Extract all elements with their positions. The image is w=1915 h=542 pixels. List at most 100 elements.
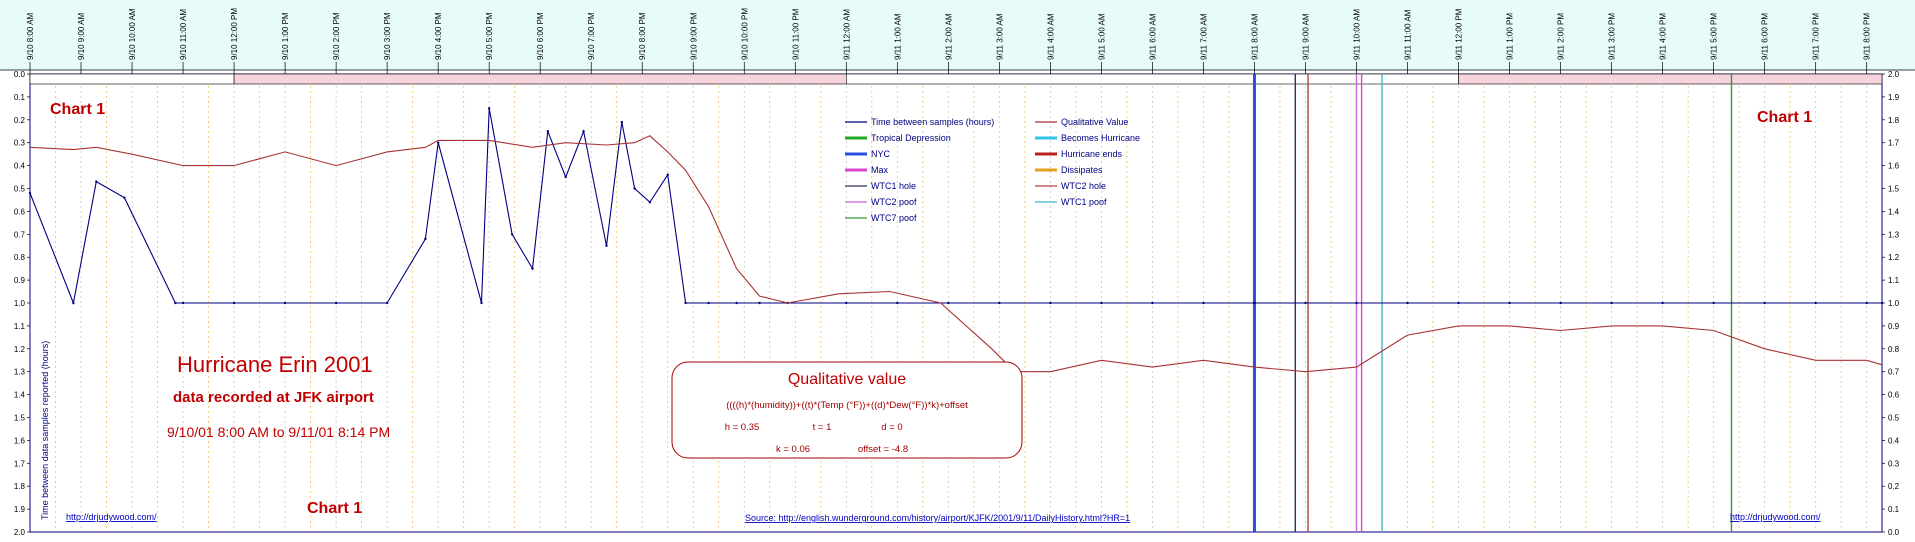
x-tick-label: 9/10 9:00 AM (77, 13, 86, 60)
x-tick-label: 9/11 11:00 AM (1404, 9, 1413, 60)
day-night-segment (29, 73, 235, 85)
y-right-tick-label: 0.9 (1888, 322, 1900, 331)
x-tick-label: 9/11 12:00 AM (842, 9, 851, 60)
series-point (1508, 301, 1511, 305)
series-point (487, 107, 491, 110)
series-point (1304, 301, 1307, 305)
series-point (735, 301, 738, 305)
x-tick-label: 9/10 11:00 PM (791, 8, 800, 60)
link-left[interactable]: http://drjudywood.com/ (66, 512, 157, 522)
series-point (424, 237, 427, 241)
y-right-tick-label: 1.0 (1888, 299, 1900, 308)
chart-title: Hurricane Erin 2001 (177, 352, 373, 377)
y-left-tick-label: 1.1 (14, 322, 26, 331)
legend-entry: Tropical Depression (871, 133, 951, 143)
x-tick-label: 9/11 1:00 AM (893, 13, 902, 60)
x-tick-label: 9/11 8:00 AM (1250, 13, 1259, 60)
series-line-1 (29, 135, 1883, 373)
y-right-tick-label: 1.1 (1888, 276, 1900, 285)
x-tick-label: 9/11 4:00 PM (1659, 13, 1668, 60)
series-point (546, 130, 550, 133)
y-right-tick-label: 0.0 (1888, 528, 1900, 537)
legend-entry: Qualitative Value (1061, 117, 1128, 127)
chart-subtitle: data recorded at JFK airport (173, 389, 374, 406)
legend-entry: NYC (871, 149, 891, 159)
series-point (633, 187, 636, 190)
y-right-tick-label: 1.9 (1888, 93, 1900, 102)
legend-entry: Max (871, 165, 889, 175)
series-point (998, 301, 1001, 305)
link-right[interactable]: http://drjudywood.com/ (1730, 512, 1821, 522)
x-tick-label: 9/11 6:00 PM (1761, 13, 1770, 60)
formula-d: d = 0 (881, 422, 902, 433)
x-tick-label: 9/11 5:00 PM (1710, 13, 1719, 60)
y-left-tick-label: 1.8 (14, 482, 26, 491)
y-left-tick-label: 0.8 (14, 253, 26, 262)
x-tick-label: 9/10 6:00 PM (536, 12, 545, 60)
x-tick-label: 9/11 7:00 PM (1812, 13, 1821, 60)
series-point (947, 301, 950, 305)
y-right-tick-label: 1.2 (1888, 253, 1900, 262)
formula-offset: offset = -4.8 (858, 444, 908, 455)
formula-expression: ((((h)*(humidity))+((t)*(Temp (°F))+((d)… (726, 400, 968, 411)
series-point (480, 301, 483, 305)
series-point (1406, 301, 1409, 305)
y-right-tick-label: 0.4 (1888, 436, 1900, 445)
x-tick-label: 9/10 10:00 PM (740, 8, 749, 60)
x-tick-label: 9/10 10:00 AM (128, 8, 137, 60)
y-right-tick-label: 0.1 (1888, 505, 1900, 514)
formula-box: Qualitative value ((((h)*(humidity))+((t… (671, 361, 1023, 459)
x-tick-label: 9/11 6:00 AM (1148, 13, 1157, 60)
series-point (707, 301, 710, 305)
legend-entry: Dissipates (1061, 165, 1103, 175)
x-tick-label: 9/11 10:00 AM (1353, 9, 1362, 60)
series-point (1661, 301, 1664, 305)
y-left-tick-label: 1.5 (14, 414, 26, 423)
x-tick-label: 9/11 8:00 PM (1863, 13, 1872, 60)
series-point (72, 301, 75, 305)
x-tick-label: 9/10 5:00 PM (485, 12, 494, 60)
series-point (648, 201, 652, 204)
y-right-tick-label: 1.5 (1888, 185, 1900, 194)
series-point (1610, 301, 1613, 305)
y-right-tick-label: 1.7 (1888, 139, 1900, 148)
x-tick-label: 9/11 3:00 PM (1608, 13, 1617, 60)
day-night-bar (29, 73, 1883, 85)
series-point (1814, 301, 1817, 305)
y-left-tick-label: 0.7 (14, 230, 26, 239)
series-point (1100, 301, 1103, 305)
left-axis-label: Time between data samples reported (hour… (40, 341, 50, 520)
series-point (1457, 301, 1460, 305)
series-point (1865, 301, 1868, 305)
link-source[interactable]: Source: http://english.wunderground.com/… (745, 513, 1130, 523)
series-point (28, 191, 32, 195)
legend-entry: WTC1 poof (1061, 197, 1107, 207)
series-point (1151, 301, 1154, 305)
y-left-tick-label: 0.2 (14, 116, 26, 125)
x-tick-label: 9/10 1:00 PM (281, 12, 290, 60)
y-right-tick-label: 0.6 (1888, 391, 1900, 400)
y-right-tick-label: 0.8 (1888, 345, 1900, 354)
series-point (1559, 301, 1562, 305)
series-point (666, 173, 669, 176)
y-left-tick-label: 1.4 (14, 391, 26, 400)
series-point (174, 301, 177, 305)
series-point (620, 120, 624, 124)
y-right-tick-label: 2.0 (1888, 70, 1900, 79)
date-range: 9/10/01 8:00 AM to 9/11/01 8:14 PM (167, 424, 390, 440)
series-point (582, 130, 585, 133)
legend-entry: Hurricane ends (1061, 149, 1123, 159)
x-tick-label: 9/10 9:00 PM (689, 12, 698, 60)
day-night-segment (233, 73, 847, 85)
chart-tag-top-right: Chart 1 (1757, 109, 1812, 126)
y-left-tick-label: 0.1 (14, 93, 26, 102)
formula-t: t = 1 (813, 422, 832, 433)
x-tick-label: 9/10 3:00 PM (383, 12, 392, 60)
chart-tag-top-left: Chart 1 (50, 101, 105, 118)
y-left-tick-label: 0.3 (14, 139, 26, 148)
series-point (95, 180, 98, 183)
legend-entry: Becomes Hurricane (1061, 133, 1140, 143)
series-point (1049, 301, 1052, 305)
legend-entry: WTC2 poof (871, 197, 917, 207)
